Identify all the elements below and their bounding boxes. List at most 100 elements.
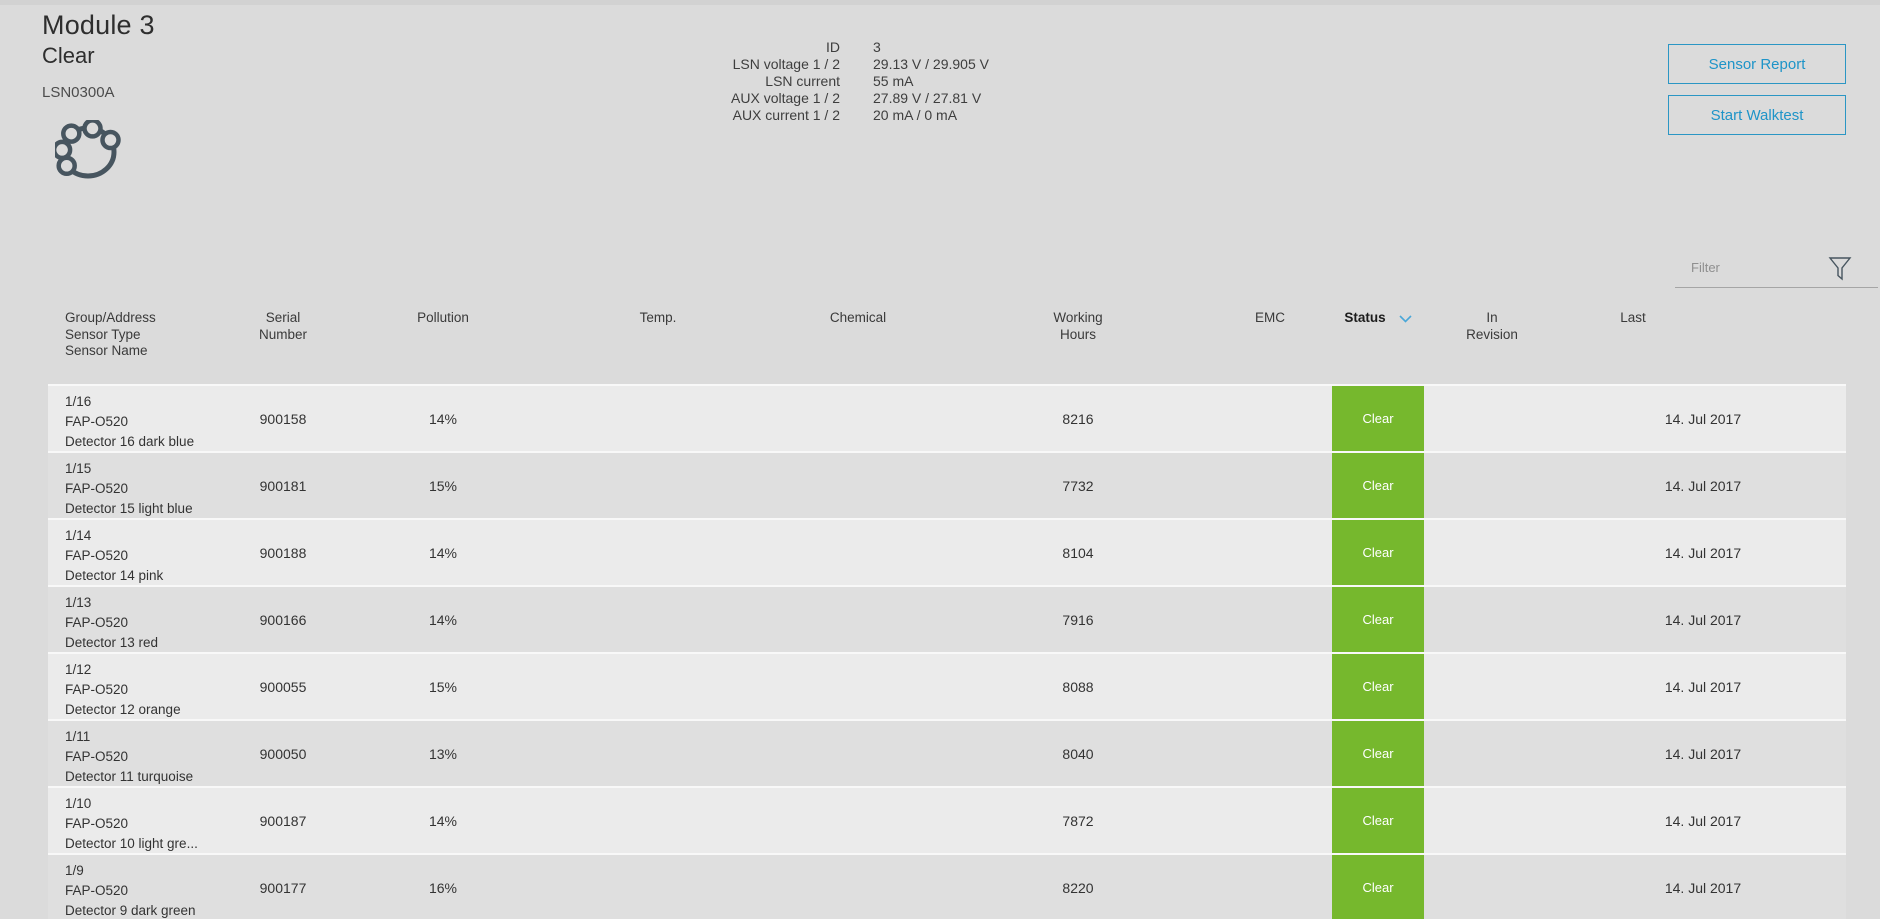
sensor-report-button[interactable]: Sensor Report <box>1668 44 1846 84</box>
emc-cell <box>1208 587 1332 652</box>
sort-chevron-down-icon <box>1399 315 1412 323</box>
column-header-label: Working <box>1053 310 1103 325</box>
table-row[interactable]: 1/10 FAP-O520 Detector 10 light gre... 9001… <box>48 788 1846 853</box>
sensor-identity-cell: 1/15 FAP-O520 Detector 15 light blue <box>48 453 228 518</box>
status-cell: Clear <box>1332 453 1424 518</box>
column-header-pollution[interactable]: Pollution <box>338 310 548 360</box>
status-cell: Clear <box>1332 654 1424 719</box>
chemical-cell <box>768 386 948 451</box>
column-header-temp[interactable]: Temp. <box>548 310 768 360</box>
working-hours-cell: 8220 <box>1062 879 1094 896</box>
table-row[interactable]: 1/13 FAP-O520 Detector 13 red 900166 14% 7916… <box>48 587 1846 652</box>
column-header-emc[interactable]: EMC <box>1208 310 1332 360</box>
last-cell: 14. Jul 2017 <box>1664 879 1742 896</box>
status-cell: Clear <box>1332 520 1424 585</box>
status-badge: Clear <box>1332 855 1424 919</box>
sensor-identity-cell: 1/13 FAP-O520 Detector 13 red <box>48 587 228 652</box>
in-revision-cell <box>1424 788 1560 853</box>
serial-number-cell: 900055 <box>259 678 307 695</box>
working-hours-cell: 7732 <box>1062 477 1094 494</box>
column-header-serial-number[interactable]: Serial Number <box>228 310 338 360</box>
column-header-last[interactable]: Last <box>1560 310 1846 360</box>
info-label: LSN voltage 1 / 2 <box>732 56 840 72</box>
sensor-type: FAP-O520 <box>65 414 129 429</box>
temp-cell <box>548 520 768 585</box>
sensor-type: FAP-O520 <box>65 883 129 898</box>
pollution-cell: 16% <box>428 879 458 896</box>
sensor-type: FAP-O520 <box>65 816 129 831</box>
chemical-cell <box>768 453 948 518</box>
status-cell: Clear <box>1332 788 1424 853</box>
last-cell: 14. Jul 2017 <box>1664 544 1742 561</box>
sensor-type: FAP-O520 <box>65 548 129 563</box>
pollution-cell: 14% <box>428 611 458 628</box>
group-address: 1/14 <box>65 528 92 543</box>
pollution-cell: 15% <box>428 477 458 494</box>
table-row[interactable]: 1/15 FAP-O520 Detector 15 light blue 900181… <box>48 453 1846 518</box>
working-hours-cell: 8040 <box>1062 745 1094 762</box>
table-row[interactable]: 1/16 FAP-O520 Detector 16 dark blue 900158 1… <box>48 386 1846 451</box>
table-row[interactable]: 1/14 FAP-O520 Detector 14 pink 900188 14% 810… <box>48 520 1846 585</box>
column-header-label: Temp. <box>639 310 677 325</box>
in-revision-cell <box>1424 654 1560 719</box>
sensor-type: FAP-O520 <box>65 749 129 764</box>
filter-field[interactable] <box>1675 251 1878 288</box>
serial-number-cell: 900188 <box>259 544 307 561</box>
table-row[interactable]: 1/12 FAP-O520 Detector 12 orange 900055 15% 8… <box>48 654 1846 719</box>
table-row[interactable]: 1/9 FAP-O520 Detector 9 dark green 900177 16… <box>48 855 1846 919</box>
serial-number-cell: 900050 <box>259 745 307 762</box>
column-header-label: Last <box>1620 310 1646 325</box>
status-badge: Clear <box>1332 453 1424 518</box>
status-badge: Clear <box>1332 386 1424 451</box>
sensor-type: FAP-O520 <box>65 682 129 697</box>
info-row: ID 3 <box>500 39 1133 56</box>
group-address: 1/11 <box>65 729 91 744</box>
serial-number-cell: 900166 <box>259 611 307 628</box>
info-row: AUX current 1 / 2 20 mA / 0 mA <box>500 107 1133 124</box>
info-row: LSN voltage 1 / 2 29.13 V / 29.905 V <box>500 56 1133 73</box>
pollution-cell: 14% <box>428 544 458 561</box>
sensor-identity-cell: 1/16 FAP-O520 Detector 16 dark blue <box>48 386 228 451</box>
last-cell: 14. Jul 2017 <box>1664 477 1742 494</box>
working-hours-cell: 8216 <box>1062 410 1094 427</box>
working-hours-cell: 7916 <box>1062 611 1094 628</box>
pollution-cell: 13% <box>428 745 458 762</box>
status-cell: Clear <box>1332 855 1424 919</box>
info-row: AUX voltage 1 / 2 27.89 V / 27.81 V <box>500 90 1133 107</box>
column-header-chemical[interactable]: Chemical <box>768 310 948 360</box>
chemical-cell <box>768 788 948 853</box>
module-code: LSN0300A <box>42 84 115 101</box>
column-header-label: Chemical <box>829 310 887 325</box>
status-badge: Clear <box>1332 721 1424 786</box>
emc-cell <box>1208 855 1332 919</box>
column-header-label: In <box>1486 310 1498 325</box>
emc-cell <box>1208 721 1332 786</box>
last-cell: 14. Jul 2017 <box>1664 745 1742 762</box>
start-walktest-button[interactable]: Start Walktest <box>1668 95 1846 135</box>
emc-cell <box>1208 453 1332 518</box>
sensor-name: Detector 11 turquoise <box>65 769 194 784</box>
sensor-table: 1/16 FAP-O520 Detector 16 dark blue 900158 1… <box>48 384 1846 919</box>
serial-number-cell: 900158 <box>259 410 307 427</box>
column-header-label: Revision <box>1466 326 1518 342</box>
pollution-cell: 14% <box>428 812 458 829</box>
column-header-label: EMC <box>1255 310 1285 325</box>
group-address: 1/13 <box>65 595 92 610</box>
page-title: Module 3 <box>42 10 155 40</box>
column-header-label: Status <box>1344 310 1386 325</box>
filter-icon[interactable] <box>1828 256 1852 282</box>
column-header-working-hours[interactable]: Working Hours <box>948 310 1208 360</box>
column-header-in-revision[interactable]: In Revision <box>1424 310 1560 360</box>
filter-input[interactable] <box>1689 259 1829 276</box>
info-label: LSN current <box>765 73 840 89</box>
temp-cell <box>548 654 768 719</box>
group-address: 1/12 <box>65 662 92 677</box>
pollution-cell: 14% <box>428 410 458 427</box>
table-row[interactable]: 1/11 FAP-O520 Detector 11 turquoise 900050 1… <box>48 721 1846 786</box>
temp-cell <box>548 386 768 451</box>
lsn-loop-icon <box>55 120 121 179</box>
info-label: AUX current 1 / 2 <box>732 107 840 123</box>
column-header-group-address[interactable]: Group/Address Sensor Type Sensor Name <box>48 310 228 360</box>
info-value: 20 mA / 0 mA <box>873 107 958 123</box>
column-header-status[interactable]: Status <box>1332 310 1424 360</box>
